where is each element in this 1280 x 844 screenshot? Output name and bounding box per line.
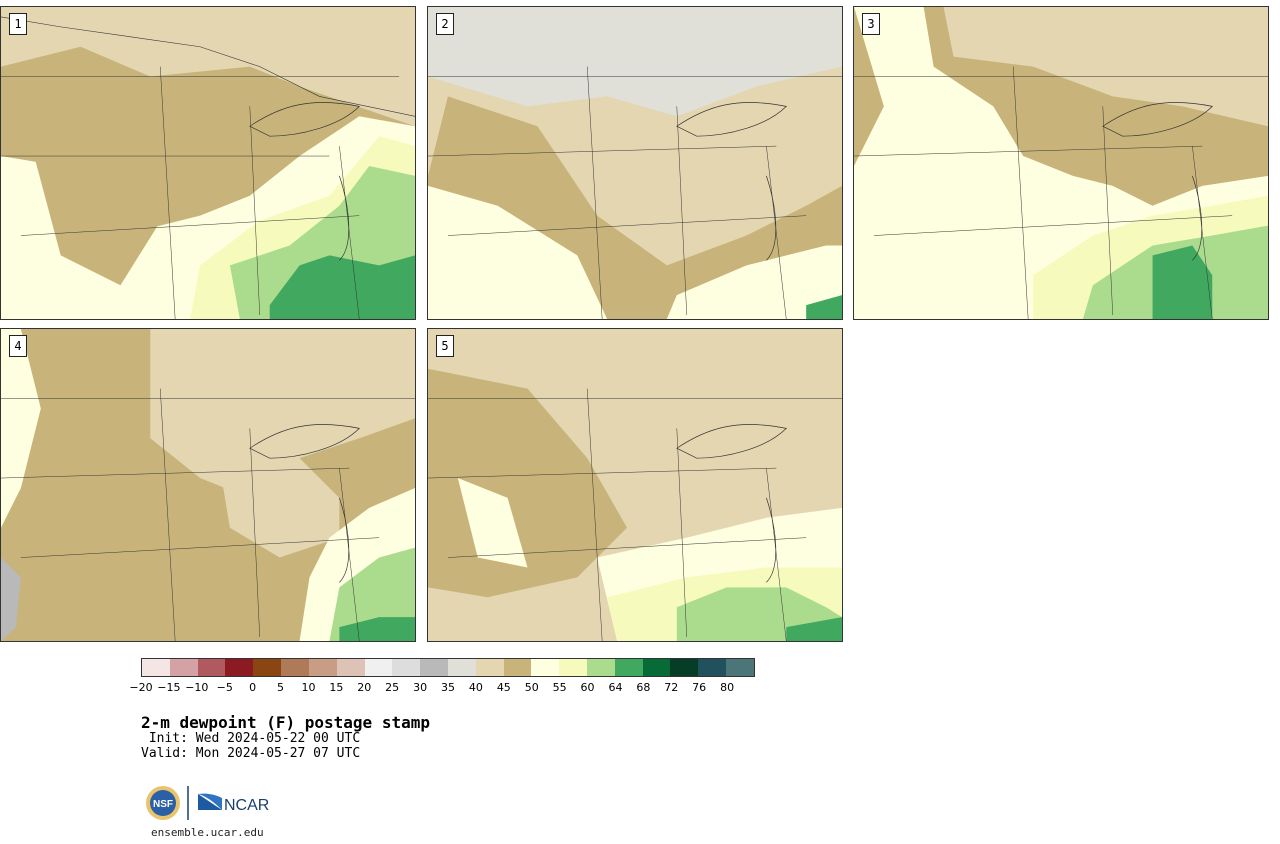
colorbar-tick-label: −5 xyxy=(216,681,233,694)
dewpoint-map xyxy=(1,329,415,641)
colorbar-tick-label: 40 xyxy=(468,681,483,694)
colorbar-swatch xyxy=(336,659,365,676)
colorbar-swatch xyxy=(281,659,309,676)
colorbar xyxy=(141,658,755,677)
colorbar-tick-label: 55 xyxy=(552,681,567,694)
colorbar-tick-label: 35 xyxy=(441,681,455,694)
colorbar-swatch xyxy=(475,659,504,676)
colorbar-swatch xyxy=(364,659,393,676)
ncar-logo-text: NCAR xyxy=(224,797,269,814)
nsf-logo: NSF xyxy=(146,786,180,820)
stamp-panel-5: 5 xyxy=(427,328,843,642)
site-url[interactable]: ensemble.ucar.edu xyxy=(151,826,264,839)
colorbar-swatch xyxy=(420,659,448,676)
stamp-panel-2: 2 xyxy=(427,6,843,320)
colorbar-swatch xyxy=(698,659,727,676)
colorbar-tick-label: 72 xyxy=(664,681,679,694)
colorbar-swatch xyxy=(587,659,615,676)
logos: NSF NCAR xyxy=(144,784,284,824)
colorbar-tick-label: 76 xyxy=(692,681,707,694)
dewpoint-map xyxy=(854,7,1268,319)
dewpoint-map xyxy=(428,7,842,319)
ncar-logo: NCAR xyxy=(198,793,269,814)
colorbar-swatch xyxy=(726,659,754,676)
colorbar-tick-label: 68 xyxy=(636,681,651,694)
nsf-logo-text: NSF xyxy=(153,799,173,810)
dewpoint-map xyxy=(1,7,415,319)
colorbar-tick-label: 45 xyxy=(496,681,511,694)
colorbar-tick-label: −10 xyxy=(185,681,209,694)
colorbar-tick-label: 25 xyxy=(385,681,400,694)
colorbar-tick-label: 0 xyxy=(249,681,257,694)
colorbar-tick-label: −20 xyxy=(129,681,153,694)
colorbar-swatch xyxy=(531,659,560,676)
stamp-panel-1: 1 xyxy=(0,6,416,320)
dewpoint-map xyxy=(428,329,842,641)
panel-number: 4 xyxy=(9,335,27,357)
colorbar-swatch xyxy=(142,659,170,676)
colorbar-swatch xyxy=(503,659,532,676)
colorbar-tick-label: −15 xyxy=(157,681,181,694)
stamp-panel-4: 4 xyxy=(0,328,416,642)
colorbar-tick-label: 30 xyxy=(413,681,428,694)
colorbar-tick-label: 15 xyxy=(329,681,344,694)
colorbar-tick-label: 10 xyxy=(301,681,316,694)
page-title: 2-m dewpoint (F) postage stamp xyxy=(141,713,430,732)
valid-time: Valid: Mon 2024-05-27 07 UTC xyxy=(141,746,361,761)
panel-number: 2 xyxy=(436,13,454,35)
colorbar-swatch xyxy=(253,659,282,676)
colorbar-tick-label: 64 xyxy=(608,681,623,694)
colorbar-swatch xyxy=(197,659,226,676)
colorbar-tick-label: 50 xyxy=(524,681,539,694)
colorbar-swatch xyxy=(642,659,671,676)
colorbar-swatch xyxy=(169,659,198,676)
colorbar-swatch xyxy=(447,659,476,676)
colorbar-tick-label: 60 xyxy=(580,681,595,694)
panel-number: 3 xyxy=(862,13,880,35)
colorbar-ticks: −20 −15 −10 −5 0 5 10 15 20 25 30 35 40 45 50 55 60 64 68 7… xyxy=(129,681,755,695)
stamp-panel-3: 3 xyxy=(853,6,1269,320)
colorbar-swatch xyxy=(614,659,643,676)
colorbar-tick-label: 80 xyxy=(720,681,735,694)
colorbar-swatch xyxy=(559,659,587,676)
colorbar-swatch xyxy=(392,659,421,676)
colorbar-tick-label: 5 xyxy=(277,681,285,694)
panel-number: 5 xyxy=(436,335,454,357)
colorbar-swatch xyxy=(670,659,699,676)
colorbar-swatch xyxy=(308,659,337,676)
colorbar-swatch xyxy=(225,659,254,676)
init-time: Init: Wed 2024-05-22 00 UTC xyxy=(141,731,361,746)
colorbar-tick-label: 20 xyxy=(357,681,372,694)
panel-number: 1 xyxy=(9,13,27,35)
